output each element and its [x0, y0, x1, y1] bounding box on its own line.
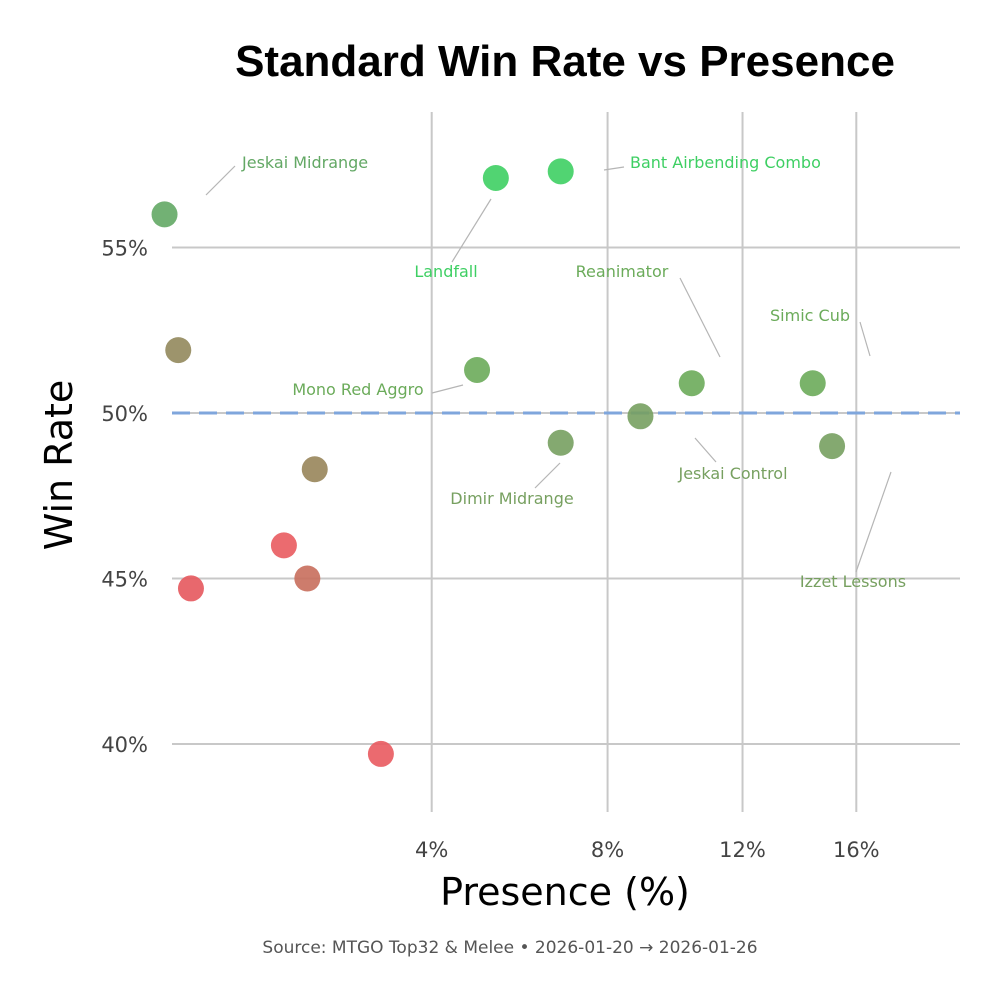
- leader-line: [855, 471, 892, 573]
- point-label: Simic Cub: [770, 306, 850, 325]
- leader-line: [534, 462, 561, 489]
- y-tick-label: 45%: [101, 568, 148, 592]
- data-point: [464, 356, 491, 383]
- y-tick-labels: 40% 45% 50% 55%: [101, 237, 148, 758]
- data-point: [294, 565, 321, 592]
- point-label: Jeskai Midrange: [241, 153, 368, 172]
- data-point: [482, 164, 509, 191]
- data-point: [819, 433, 846, 460]
- y-tick-label: 40%: [101, 733, 148, 757]
- data-point: [547, 158, 574, 185]
- x-gridlines: [430, 112, 858, 812]
- leader-line: [694, 437, 717, 463]
- data-point: [367, 740, 394, 767]
- x-tick-label: 12%: [719, 838, 766, 862]
- leader-line: [859, 321, 871, 357]
- point-label: Dimir Midrange: [450, 489, 573, 508]
- data-point: [799, 370, 826, 397]
- label-leader-lines: [205, 165, 892, 573]
- x-tick-labels: 4% 8% 12% 16%: [415, 838, 880, 862]
- data-point: [678, 370, 705, 397]
- chart-title: Standard Win Rate vs Presence: [235, 37, 895, 86]
- data-point: [177, 575, 204, 602]
- leader-line: [205, 165, 236, 196]
- x-tick-label: 16%: [833, 838, 880, 862]
- y-tick-label: 55%: [101, 237, 148, 261]
- x-tick-label: 8%: [591, 838, 624, 862]
- leader-line: [451, 198, 492, 263]
- data-point: [301, 456, 328, 483]
- data-point: [165, 337, 192, 364]
- x-axis-title: Presence (%): [440, 870, 690, 914]
- source-caption: Source: MTGO Top32 & Melee • 2026-01-20 …: [262, 938, 757, 958]
- data-point: [270, 532, 297, 559]
- data-point: [547, 429, 574, 456]
- point-label: Mono Red Aggro: [292, 380, 423, 399]
- leader-line: [431, 384, 464, 394]
- data-point: [627, 403, 654, 430]
- data-points: [151, 158, 846, 767]
- leader-line: [679, 277, 721, 358]
- point-label: Izzet Lessons: [800, 572, 906, 591]
- point-label: Jeskai Control: [677, 464, 787, 483]
- data-point: [151, 201, 178, 228]
- point-label: Bant Airbending Combo: [630, 153, 821, 172]
- leader-line: [603, 166, 625, 171]
- x-tick-label: 4%: [415, 838, 448, 862]
- point-label: Reanimator: [576, 262, 669, 281]
- point-labels: Jeskai Midrange Landfall Bant Airbending C…: [241, 153, 906, 591]
- y-tick-label: 50%: [101, 402, 148, 426]
- point-label: Landfall: [414, 262, 477, 281]
- y-axis-title: Win Rate: [37, 380, 81, 551]
